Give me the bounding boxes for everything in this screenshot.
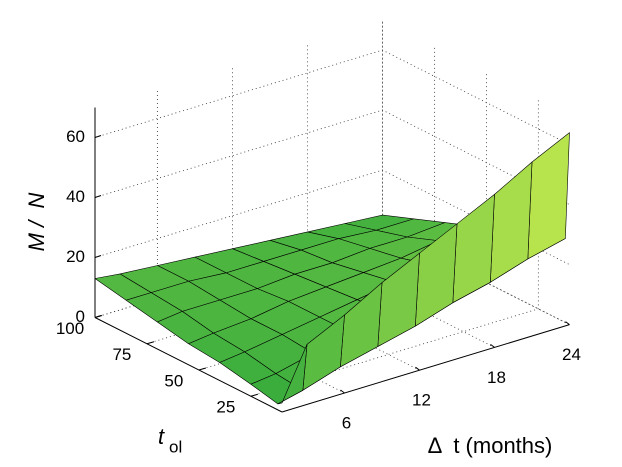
x-axis-label: Δ t (months) bbox=[428, 433, 553, 458]
z-tick-label: 0 bbox=[76, 307, 85, 326]
y-tick-label: 50 bbox=[164, 371, 183, 390]
surface-patch bbox=[527, 132, 570, 260]
x-tick-label: 24 bbox=[562, 345, 581, 364]
y-tick-label: 25 bbox=[216, 398, 235, 417]
x-tick bbox=[340, 389, 345, 394]
y-tick bbox=[94, 315, 103, 318]
x-tick-label: 6 bbox=[342, 413, 351, 432]
y-tick bbox=[250, 393, 258, 397]
surface-patch bbox=[490, 161, 533, 283]
grid-line bbox=[94, 49, 570, 145]
surface bbox=[94, 132, 570, 405]
z-axis-label: M / N bbox=[24, 193, 49, 252]
x-tick bbox=[415, 366, 420, 371]
surface-patch bbox=[452, 194, 495, 304]
y-tick bbox=[198, 367, 207, 371]
x-tick bbox=[565, 321, 570, 326]
z-tick bbox=[94, 195, 102, 198]
x-tick bbox=[490, 343, 495, 348]
y-axis-label-sub: ol bbox=[169, 437, 182, 456]
axes: 0 20 40 60 25 50 75 100 6 12 18 24 bbox=[56, 107, 581, 432]
z-tick-label: 60 bbox=[66, 127, 85, 146]
x-tick-label: 18 bbox=[487, 368, 506, 387]
y-axis-label: t bbox=[158, 424, 165, 449]
y-tick-label: 75 bbox=[112, 345, 131, 364]
x-axis bbox=[281, 324, 570, 413]
y-tick bbox=[146, 341, 155, 345]
grid-line bbox=[94, 109, 570, 205]
z-tick-label: 20 bbox=[66, 247, 85, 266]
z-tick-label: 40 bbox=[66, 187, 85, 206]
surface-patch bbox=[277, 344, 308, 405]
z-tick bbox=[94, 255, 102, 258]
z-tick bbox=[94, 135, 102, 138]
x-tick-label: 12 bbox=[412, 391, 431, 410]
y-tick-label: 100 bbox=[56, 319, 84, 338]
